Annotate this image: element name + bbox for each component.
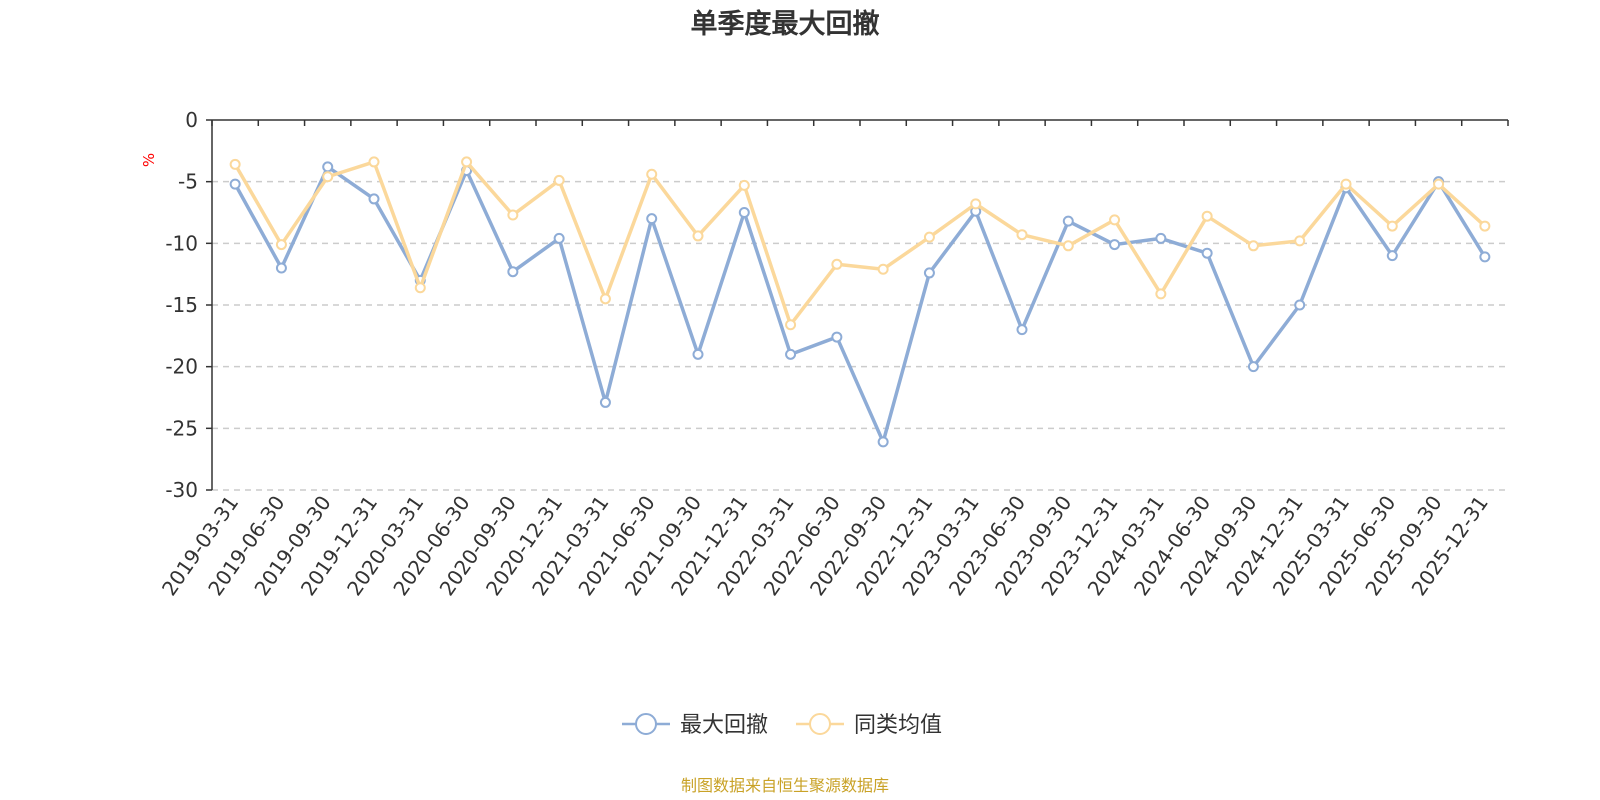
data-point: [831, 258, 843, 270]
data-point: [1386, 250, 1398, 262]
legend-label: 同类均值: [854, 713, 942, 738]
data-point: [1155, 288, 1167, 300]
data-point: [553, 174, 565, 186]
data-source-note: 制图数据来自恒生聚源数据库: [681, 776, 889, 795]
data-point: [970, 198, 982, 210]
data-point: [1109, 214, 1121, 226]
data-point: [1294, 299, 1306, 311]
series-lines: [229, 156, 1491, 448]
data-point: [507, 266, 519, 278]
data-point: [646, 213, 658, 225]
data-point: [229, 178, 241, 190]
data-point: [692, 348, 704, 360]
legend-swatch-marker: [809, 713, 831, 735]
legend[interactable]: 最大回撤 同类均值: [622, 713, 942, 738]
data-point: [923, 267, 935, 279]
data-point: [1062, 215, 1074, 227]
data-point: [599, 396, 611, 408]
data-point: [831, 331, 843, 343]
data-point: [1247, 361, 1259, 373]
data-point: [738, 207, 750, 218]
series-2: [229, 156, 1491, 331]
data-point: [368, 193, 380, 205]
data-point: [507, 209, 519, 221]
data-point: [229, 158, 241, 170]
y-tick-label: -25: [165, 416, 198, 440]
data-point: [923, 231, 935, 243]
data-point: [877, 263, 889, 275]
legend-item-2[interactable]: 同类均值: [796, 713, 942, 738]
data-point: [1386, 220, 1398, 232]
data-point: [646, 168, 658, 180]
data-point: [275, 239, 287, 251]
data-point: [1062, 240, 1074, 252]
y-tick-label: -15: [165, 293, 198, 317]
data-point: [785, 319, 797, 331]
data-point: [461, 156, 473, 168]
data-point: [322, 171, 334, 183]
legend-item-1[interactable]: 最大回撤: [622, 713, 768, 738]
data-point: [368, 156, 380, 168]
y-tick-label: -10: [165, 231, 198, 255]
data-point: [1340, 178, 1352, 190]
legend-label: 最大回撤: [680, 713, 768, 738]
series-line: [233, 160, 1487, 327]
data-point: [275, 262, 287, 274]
legend-swatch-marker: [635, 713, 657, 735]
data-point: [1201, 210, 1213, 222]
data-point: [1479, 251, 1491, 263]
y-tick-label: -20: [165, 355, 198, 379]
data-point: [1201, 247, 1213, 259]
data-point: [322, 161, 334, 173]
grid-lines: [212, 180, 1508, 491]
data-point: [414, 282, 426, 294]
data-point: [785, 348, 797, 360]
data-point: [1109, 239, 1121, 251]
y-tick-label: -30: [165, 478, 198, 502]
y-tick-label: -5: [178, 170, 198, 194]
x-tick-labels: 2019-03-312019-06-302019-09-302019-12-31…: [157, 491, 1493, 600]
axes: [206, 119, 1509, 491]
y-tick-labels: 0 -5 -10 -15 -20 -25 -30: [165, 108, 198, 502]
data-point: [1016, 324, 1028, 336]
data-point: [1155, 232, 1167, 244]
data-point: [1479, 220, 1491, 232]
data-point: [599, 293, 611, 305]
data-point: [1247, 240, 1259, 252]
data-point: [1016, 229, 1028, 241]
data-point: [738, 179, 750, 191]
series-1: [229, 161, 1491, 448]
data-point: [1433, 178, 1445, 190]
data-point: [553, 232, 565, 244]
data-point: [692, 230, 704, 242]
data-point: [877, 436, 889, 448]
y-tick-label: 0: [185, 108, 198, 132]
data-point: [1294, 235, 1306, 247]
y-unit-label: %: [140, 153, 158, 167]
chart-title: 单季度最大回撤: [691, 8, 880, 40]
